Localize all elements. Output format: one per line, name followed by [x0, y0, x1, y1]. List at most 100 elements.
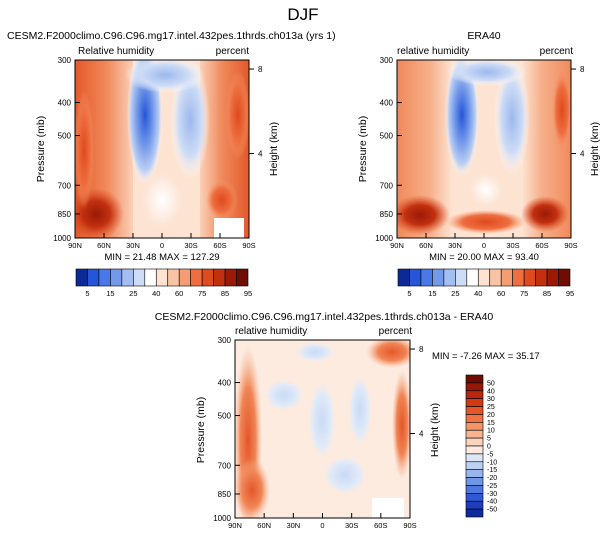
- panel-diff-colorbar-label: -25: [487, 483, 497, 490]
- panel-diff-colorbar-label: -40: [487, 499, 497, 506]
- panel-obs-y2ticks: 84: [571, 65, 585, 159]
- panel-obs-colorbar-label: 5: [407, 289, 411, 298]
- panel-model-colorbar-swatch: [75, 268, 88, 287]
- panel-model-xtick-label: 90S: [242, 241, 255, 250]
- panel-model-right-label: percent: [216, 46, 250, 57]
- panel-obs-ylabel: Pressure (mb): [357, 116, 369, 183]
- panel-diff-colorbar-swatch: [465, 461, 484, 470]
- panel-diff-y2tick-label: 8: [419, 345, 424, 354]
- panel-model-colorbar-label: 25: [129, 289, 137, 298]
- panel-diff-ytick-label: 850: [218, 490, 232, 499]
- panel-model-colorbar-label: 15: [106, 289, 114, 298]
- panel-model-xtick-label: 60S: [213, 241, 226, 250]
- panel-obs-colorbar-swatch: [523, 268, 536, 287]
- panel-obs-field: [397, 60, 571, 238]
- panel-model-xticks: 90N 60N 30N 0 30S 60S 90S: [68, 233, 256, 250]
- panel-diff-yticks: 300 400 500 700 850 1000: [213, 336, 240, 523]
- panel-diff-title: CESM2.F2000climo.C96.C96.mg17.intel.432p…: [155, 311, 494, 323]
- panel-obs-title: ERA40: [467, 30, 500, 42]
- panel-model-ytick-label: 300: [58, 56, 72, 65]
- panel-diff-ytick-label: 700: [218, 461, 232, 470]
- panel-obs-colorbar-swatch: [397, 268, 410, 287]
- panel-diff-colorbar-label: 20: [487, 412, 495, 419]
- panel-obs: ERA40 relative humidity percent Pressure…: [357, 30, 601, 298]
- panel-diff-colorbar-label: 5: [487, 436, 491, 443]
- panel-diff-ytick-label: 300: [218, 336, 232, 345]
- panel-model-xtick-label: 0: [160, 241, 164, 250]
- panel-model-left-label: Relative humidity: [78, 46, 154, 57]
- panel-obs-colorbar-swatch: [409, 268, 422, 287]
- panel-obs-colorbar: 5 15 25 40 60 75 85 95: [397, 268, 574, 298]
- panel-model-colorbar-swatch: [155, 268, 169, 287]
- panel-model-ytick-label: 700: [58, 181, 72, 190]
- panel-diff-ylabel: Pressure (mb): [195, 397, 207, 464]
- panel-model-y2tick-label: 8: [258, 65, 263, 74]
- panel-model-ytick-label: 1000: [53, 234, 71, 243]
- panel-model-colorbar-label: 60: [175, 289, 183, 298]
- panel-diff-colorbar-label: 0: [487, 444, 491, 451]
- panel-model-colorbar-label: 95: [244, 289, 252, 298]
- panel-model-colorbar-swatch: [110, 268, 123, 287]
- panel-diff-colorbar-swatch: [465, 485, 484, 494]
- panel-model-xtick-label: 90N: [68, 241, 82, 250]
- panel-diff-colorbar-swatch: [465, 445, 484, 455]
- panel-model-xtick-label: 30N: [126, 241, 140, 250]
- panel-obs-colorbar-label: 85: [543, 289, 551, 298]
- panel-obs-colorbar-label: 95: [566, 289, 574, 298]
- panel-diff-colorbar-label: 25: [487, 404, 495, 411]
- panel-diff-ytick-label: 1000: [213, 514, 231, 523]
- panel-diff-colorbar-swatch: [465, 453, 484, 463]
- panel-model-ytick-label: 500: [58, 132, 72, 141]
- panel-diff-colorbar-swatch: [465, 477, 484, 486]
- panel-model-colorbar-swatch: [87, 268, 100, 287]
- panel-diff-colorbar-label: 50: [487, 380, 495, 387]
- panel-diff-colorbar-label: 10: [487, 428, 495, 435]
- panel-obs-colorbar-swatch: [558, 268, 571, 287]
- panel-obs-xtick-label: 60N: [419, 241, 433, 250]
- panel-model-ytick-label: 400: [58, 99, 72, 108]
- panel-diff: CESM2.F2000climo.C96.C96.mg17.intel.432p…: [155, 311, 540, 530]
- panel-obs-y2tick-label: 8: [580, 65, 585, 74]
- panel-obs-colorbar-swatch: [546, 268, 559, 287]
- panel-diff-colorbar-label: -10: [487, 459, 497, 466]
- panel-obs-colorbar-swatch: [512, 268, 525, 287]
- panel-diff-xtick-label: 30S: [345, 521, 358, 530]
- panel-model-colorbar-swatch: [224, 268, 237, 287]
- panel-diff-colorbar-label: 40: [487, 388, 495, 395]
- panel-obs-colorbar-label: 60: [497, 289, 505, 298]
- panel-obs-colorbar-swatch: [466, 268, 479, 287]
- panel-obs-colorbar-swatch: [489, 268, 502, 287]
- panel-diff-y2ticks: 84: [410, 345, 424, 439]
- panel-obs-stats: MIN = 20.00 MAX = 93.40: [429, 252, 539, 263]
- panel-diff-colorbar-swatch: [465, 500, 484, 510]
- panel-obs-xtick-label: 30S: [506, 241, 519, 250]
- panel-obs-yticks: 300 400 500 700 850 1000: [375, 56, 402, 243]
- panel-model-field: [75, 60, 249, 238]
- panel-model-colorbar-swatch: [167, 268, 180, 287]
- panel-model-yticks: 300 400 500 700 850 1000: [53, 56, 80, 243]
- panel-model-xtick-label: 60N: [97, 241, 111, 250]
- panel-model-colorbar-label: 75: [198, 289, 206, 298]
- panel-model-ylabel: Pressure (mb): [35, 116, 47, 183]
- panel-diff-left-label: relative humidity: [235, 326, 307, 337]
- panel-obs-ytick-label: 300: [380, 56, 394, 65]
- panel-model-stats: MIN = 21.48 MAX = 127.29: [104, 252, 219, 263]
- panel-obs-y2tick-label: 4: [580, 150, 585, 159]
- panel-model-colorbar-label: 5: [85, 289, 89, 298]
- panel-model-colorbar-swatch: [213, 268, 226, 287]
- panel-diff-xtick-label: 90S: [403, 521, 416, 530]
- panel-obs-colorbar-label: 25: [451, 289, 459, 298]
- panel-diff-xtick-label: 60N: [257, 521, 271, 530]
- panel-obs-colorbar-label: 15: [428, 289, 436, 298]
- panel-diff-y2tick-label: 4: [419, 430, 424, 439]
- panel-diff-xtick-label: 60S: [374, 521, 387, 530]
- panel-diff-colorbar-label: 15: [487, 420, 495, 427]
- panel-model-title: CESM2.F2000climo.C96.C96.mg17.intel.432p…: [7, 30, 336, 42]
- panel-diff-colorbar-swatch: [465, 390, 484, 399]
- panel-model-colorbar-swatch: [144, 268, 157, 287]
- panel-model-colorbar-label: 40: [152, 289, 160, 298]
- panel-obs-ytick-label: 850: [380, 210, 394, 219]
- panel-model-colorbar-swatch: [190, 268, 203, 287]
- panel-obs-xtick-label: 90S: [564, 241, 577, 250]
